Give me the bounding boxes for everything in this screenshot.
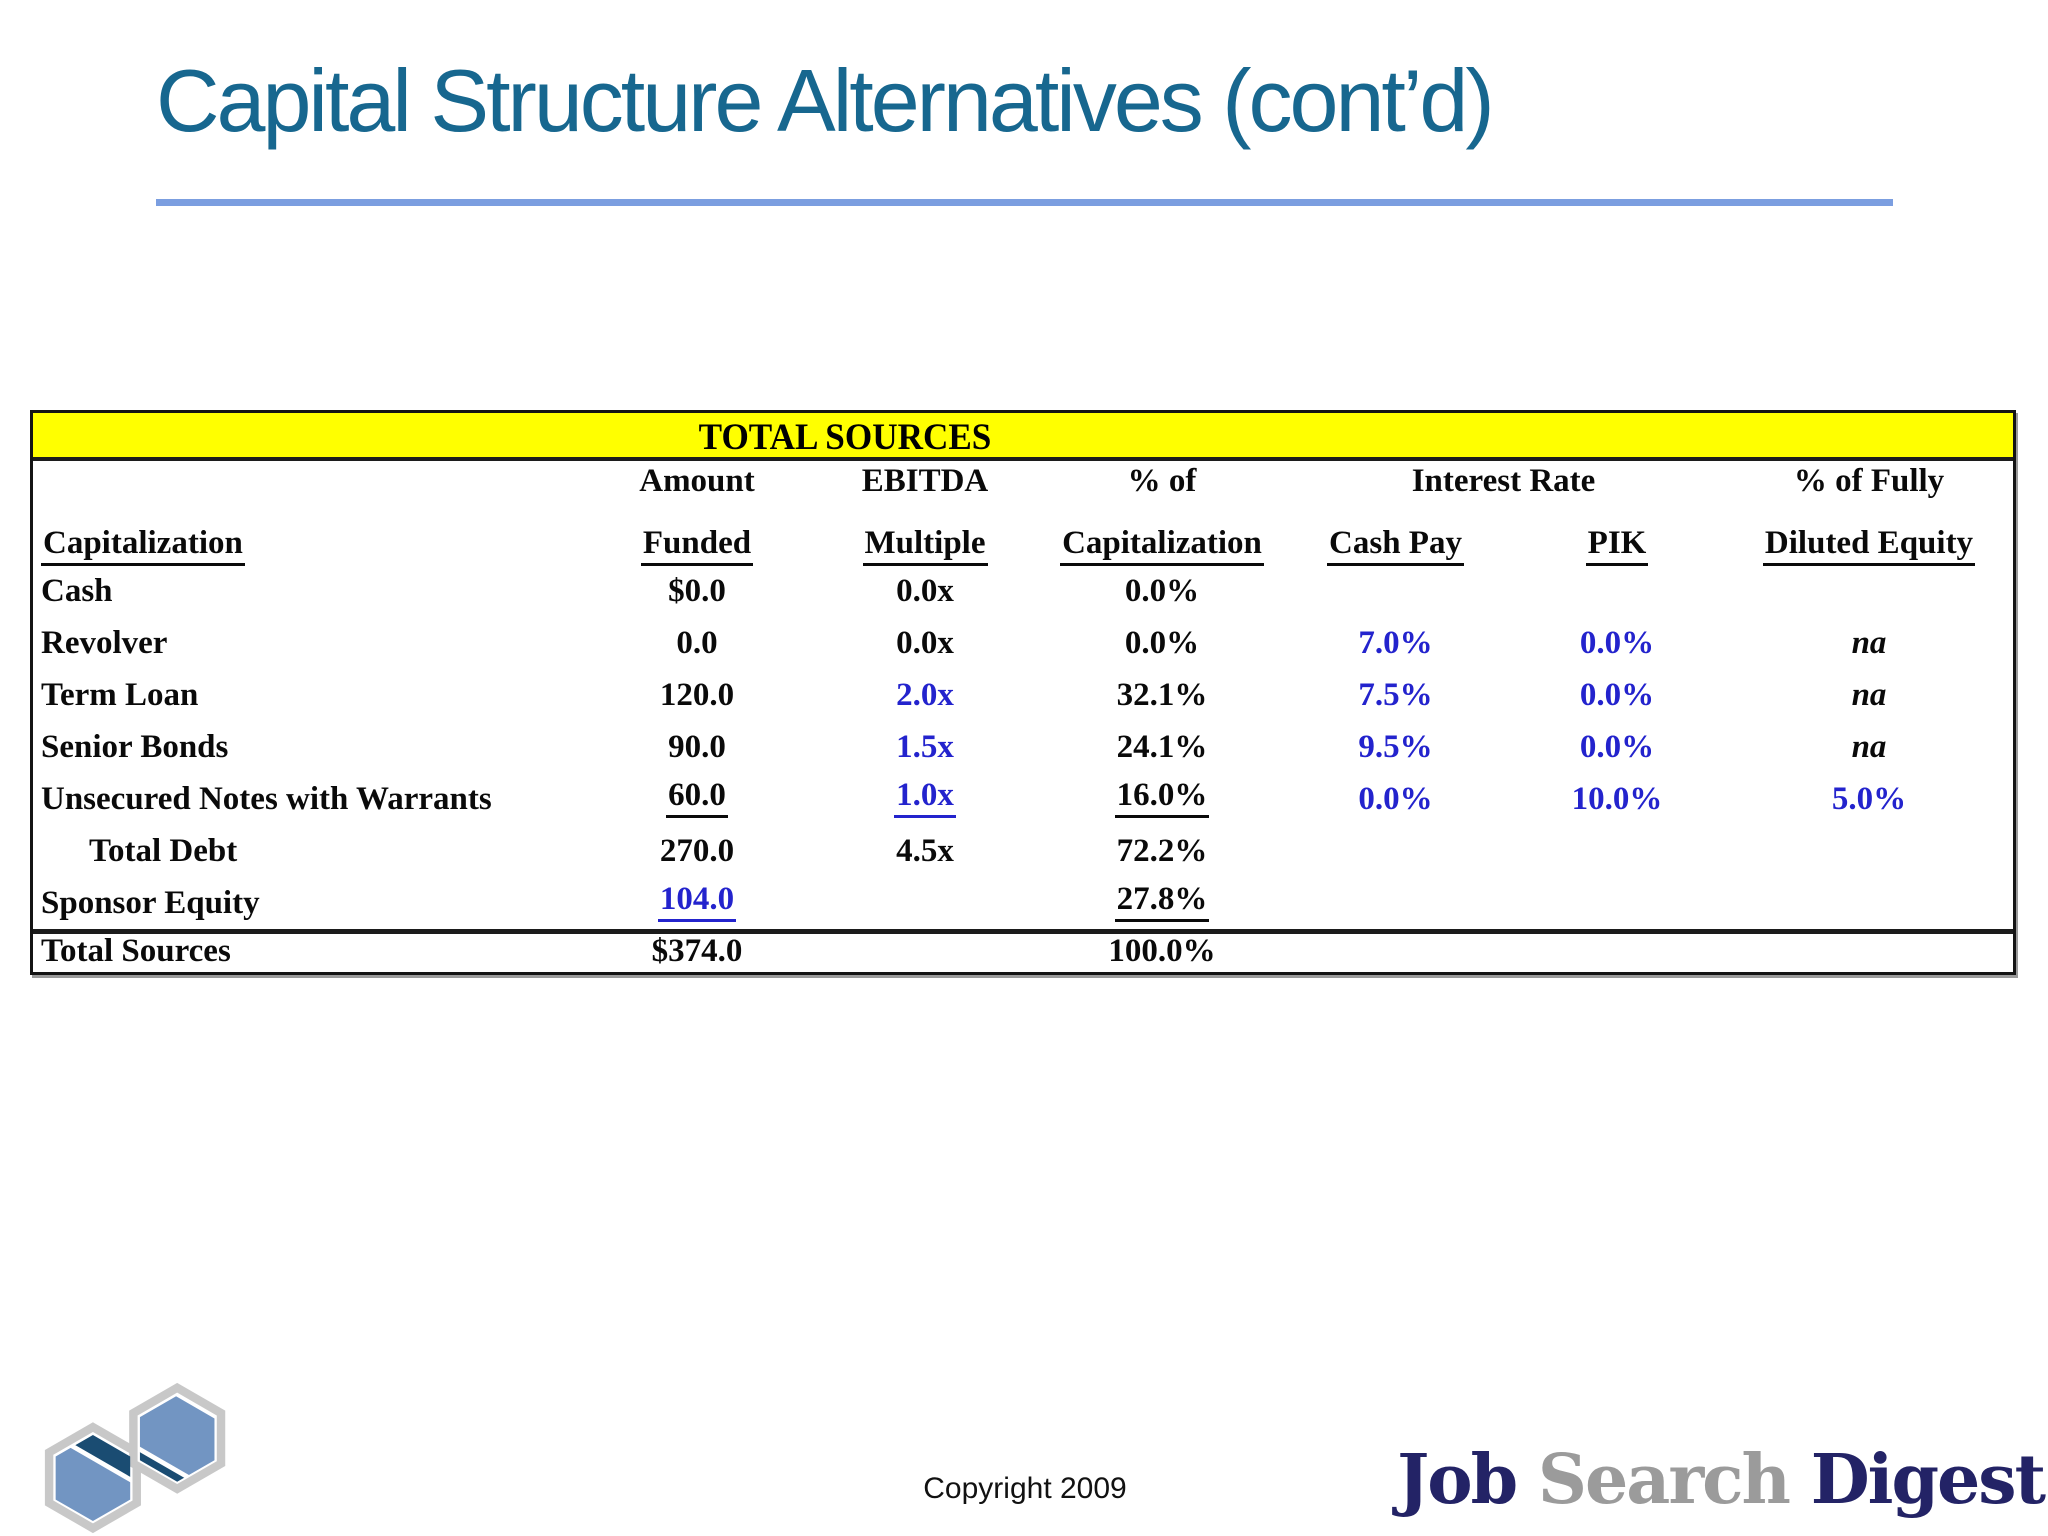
total-row-cell [1509, 929, 1725, 976]
table-cell [1725, 877, 2013, 929]
column-header: Capitalization [33, 513, 586, 573]
table-cell: 0.0% [1579, 729, 1655, 765]
title-underline-rule [156, 199, 1893, 206]
row-label: Term Loan [41, 677, 199, 713]
total-row-cell [808, 929, 1042, 976]
column-group-header: % of [1127, 462, 1197, 499]
table-cell: 90.0 [668, 729, 726, 765]
table-cell: 9.5% [1358, 729, 1433, 765]
table-cell [1282, 825, 1509, 877]
column-header: Diluted Equity [1725, 513, 2013, 573]
table-cell: na [1851, 625, 1887, 661]
column-group-header: Amount [639, 462, 755, 499]
column-header: Funded [586, 513, 808, 573]
table-cell: 0.0% [1579, 677, 1655, 713]
table-banner-label: TOTAL SOURCES [698, 417, 992, 458]
table-cell: na [1851, 677, 1887, 713]
job-search-digest-logo-icon [44, 1382, 226, 1534]
column-header: Cash Pay [1282, 513, 1509, 573]
table-cell [1509, 565, 1725, 617]
column-header: Capitalization [1042, 513, 1282, 573]
page-title: Capital Structure Alternatives (cont’d) [156, 51, 1495, 150]
table-cell: 7.0% [1358, 625, 1433, 661]
row-label: Unsecured Notes with Warrants [41, 781, 492, 817]
table-cell [1725, 825, 2013, 877]
wordmark-digest: Digest [1810, 1440, 2046, 1520]
total-row-cell [1725, 929, 2013, 976]
wordmark-job: Job [1397, 1440, 1518, 1520]
table-cell: 7.5% [1358, 677, 1433, 713]
table-cell: 0.0 [676, 625, 718, 661]
table-cell: 0.0% [1579, 625, 1655, 661]
total-row-cell: 100.0% [1042, 929, 1282, 976]
row-label: Senior Bonds [41, 729, 229, 765]
table-grid: Amount EBITDA % of Interest Rate % of Fully C… [33, 461, 2013, 981]
total-row-cell [1282, 929, 1509, 976]
total-sources-table: TOTAL SOURCES Amount EBITDA % of Interest R… [30, 410, 2016, 975]
table-cell: 0.0% [1124, 573, 1200, 609]
column-group-header: Interest Rate [1411, 462, 1596, 499]
table-cell: 1.0x [808, 773, 1042, 825]
table-cell: 16.0% [1042, 773, 1282, 825]
table-cell [1282, 877, 1509, 929]
table-cell: 2.0x [896, 677, 954, 713]
table-cell [808, 877, 1042, 929]
copyright-text: Copyright 2009 [923, 1472, 1127, 1505]
table-cell [1509, 877, 1725, 929]
table-cell: 270.0 [659, 833, 735, 869]
table-cell: 4.5x [896, 833, 954, 869]
table-cell [1282, 565, 1509, 617]
table-cell: 0.0% [1124, 625, 1200, 661]
table-cell: na [1851, 729, 1887, 765]
column-header: Multiple [808, 513, 1042, 573]
table-cell: 5.0% [1831, 781, 1907, 817]
table-cell: 27.8% [1042, 877, 1282, 929]
table-cell: 72.2% [1116, 833, 1208, 869]
job-search-digest-wordmark: Job Search Digest [1397, 1440, 2046, 1520]
table-cell: 24.1% [1116, 729, 1208, 765]
table-cell: 10.0% [1571, 781, 1663, 817]
table-cell [1509, 825, 1725, 877]
table-cell: 0.0x [896, 573, 954, 609]
total-row-label: Total Sources [33, 929, 586, 976]
column-group-header: EBITDA [861, 462, 989, 499]
table-cell: 0.0% [1358, 781, 1433, 817]
table-cell [1725, 565, 2013, 617]
table-cell: 60.0 [586, 773, 808, 825]
table-cell: $0.0 [668, 573, 726, 609]
table-cell: 32.1% [1116, 677, 1208, 713]
row-label: Sponsor Equity [41, 885, 260, 921]
table-cell: 1.5x [896, 729, 954, 765]
total-row-cell: $374.0 [586, 929, 808, 976]
row-label: Revolver [41, 625, 168, 661]
row-label: Cash [41, 573, 113, 609]
table-banner: TOTAL SOURCES [33, 413, 2013, 461]
column-header: PIK [1509, 513, 1725, 573]
row-label: Total Debt [89, 833, 238, 869]
table-cell: 104.0 [586, 877, 808, 929]
table-cell: 120.0 [659, 677, 735, 713]
wordmark-search: Search [1537, 1440, 1791, 1520]
column-group-header: % of Fully [1793, 462, 1945, 499]
column-group-header [33, 461, 586, 501]
table-cell: 0.0x [896, 625, 954, 661]
